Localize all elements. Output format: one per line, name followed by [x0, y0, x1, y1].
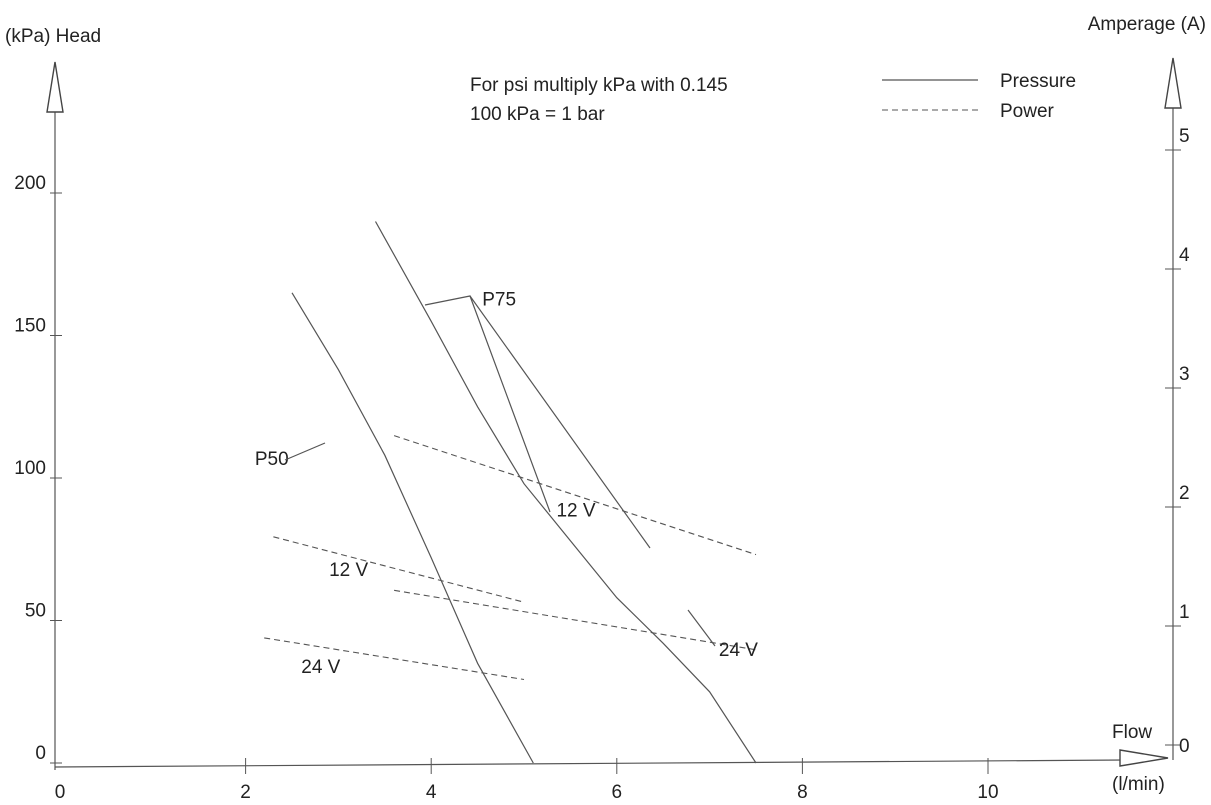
left-tick-label: 0 [35, 743, 46, 764]
p75-leader-line [424, 295, 551, 513]
right-tick-label: 1 [1179, 602, 1190, 623]
x-tick-label: 6 [612, 782, 623, 803]
right-tick-label: 4 [1179, 245, 1190, 266]
p75-leader-line-2 [469, 295, 651, 549]
pressure-curve-p75 [374, 221, 757, 764]
x-tick-label: 0 [55, 782, 66, 803]
x-axis-label-unit: (l/min) [1112, 774, 1165, 795]
legend: Pressure Power [882, 71, 1076, 122]
left-tick-label: 50 [25, 601, 46, 622]
power-curve-p75-12v [393, 435, 757, 556]
right-tick-label: 2 [1179, 483, 1190, 504]
annotation-24v: 24 V [301, 657, 340, 678]
conversion-note-bar: 100 kPa = 1 bar [470, 104, 605, 125]
annotation-p75: P75 [482, 289, 516, 310]
power-curve-p75-24v [394, 589, 757, 651]
legend-pressure-label: Pressure [1000, 71, 1076, 92]
right-axis-ticks: 0 1 2 3 4 5 [1165, 126, 1190, 757]
curve-annotations: P75 P50 12 V 12 V 24 V 24 V [255, 289, 758, 678]
x-tick-label: 8 [797, 782, 808, 803]
annotation-12v: 12 V [556, 500, 595, 521]
x-axis-ticks: 0 2 4 6 8 10 [55, 758, 999, 803]
x-axis-label-flow: Flow [1112, 722, 1152, 743]
left-tick-label: 100 [14, 458, 46, 479]
power-curve-p50-12v [273, 536, 525, 603]
x-tick-label: 4 [426, 782, 437, 803]
left-axis-ticks: 0 50 100 150 200 [14, 173, 62, 764]
p75-24v-leader-line [687, 609, 716, 647]
right-axis-arrow-icon [1164, 57, 1182, 109]
annotation-p50: P50 [255, 449, 289, 470]
x-tick-label: 2 [240, 782, 251, 803]
x-axis [54, 759, 1126, 768]
x-tick-label: 10 [977, 782, 998, 803]
left-tick-label: 200 [14, 173, 46, 194]
x-axis-arrow-icon [1119, 749, 1169, 767]
pressure-curve-p50 [291, 292, 534, 764]
left-tick-label: 150 [14, 316, 46, 337]
right-tick-label: 5 [1179, 126, 1190, 147]
left-axis-label: (kPa) Head [5, 26, 101, 47]
right-tick-label: 0 [1179, 736, 1190, 757]
p50-leader-line [284, 442, 326, 461]
right-tick-label: 3 [1179, 364, 1190, 385]
conversion-note-psi: For psi multiply kPa with 0.145 [470, 75, 728, 96]
legend-power-label: Power [1000, 101, 1055, 122]
annotation-12v: 12 V [329, 560, 368, 581]
annotation-24v: 24 V [719, 640, 758, 661]
curves [264, 221, 757, 764]
right-axis-label: Amperage (A) [1088, 14, 1206, 35]
power-curve-p50-24v [264, 637, 525, 681]
left-axis-arrow-icon [46, 61, 64, 113]
